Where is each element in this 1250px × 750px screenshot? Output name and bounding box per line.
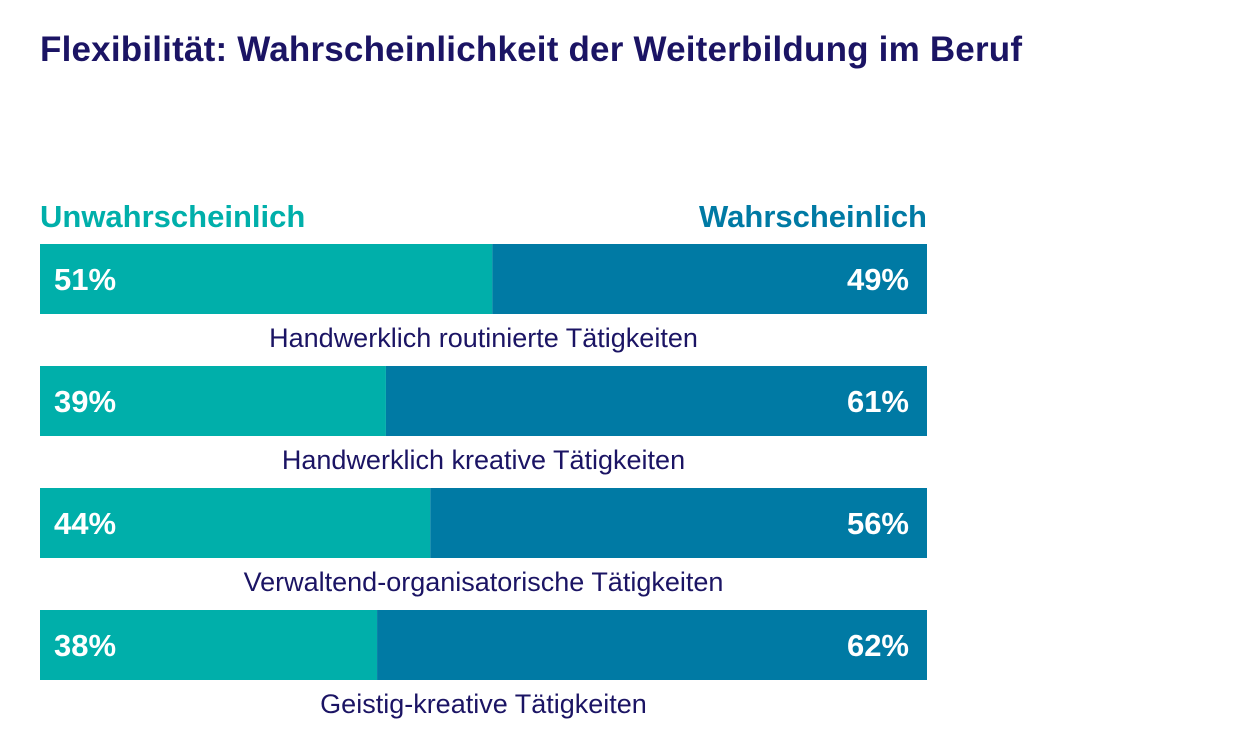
chart-title: Flexibilität: Wahrscheinlichkeit der Wei…: [40, 30, 1023, 69]
value-label-unlikely: 39%: [54, 384, 116, 419]
value-label-unlikely: 44%: [54, 506, 116, 541]
value-label-likely: 62%: [847, 628, 909, 663]
value-label-likely: 61%: [847, 384, 909, 419]
category-label: Verwaltend-organisatorische Tätigkeiten: [244, 567, 724, 597]
bar-unlikely: [40, 610, 378, 680]
bar-unlikely: [40, 488, 431, 558]
legend-likely: Wahrscheinlich: [699, 199, 927, 234]
bar-unlikely: [40, 244, 493, 314]
category-label: Geistig-kreative Tätigkeiten: [320, 689, 647, 719]
value-label-unlikely: 38%: [54, 628, 116, 663]
value-label-unlikely: 51%: [54, 262, 116, 297]
bar-unlikely: [40, 366, 386, 436]
category-label: Handwerklich kreative Tätigkeiten: [282, 445, 685, 475]
legend-unlikely: Unwahrscheinlich: [40, 199, 305, 234]
bar-likely: [430, 488, 927, 558]
bars-group: 51% 49% Handwerklich routinierte Tätigkeit…: [40, 244, 927, 719]
bar-likely: [385, 366, 927, 436]
value-label-likely: 56%: [847, 506, 909, 541]
bar-likely: [492, 244, 927, 314]
category-label: Handwerklich routinierte Tätigkeiten: [269, 323, 698, 353]
bar-likely: [377, 610, 927, 680]
value-label-likely: 49%: [847, 262, 909, 297]
